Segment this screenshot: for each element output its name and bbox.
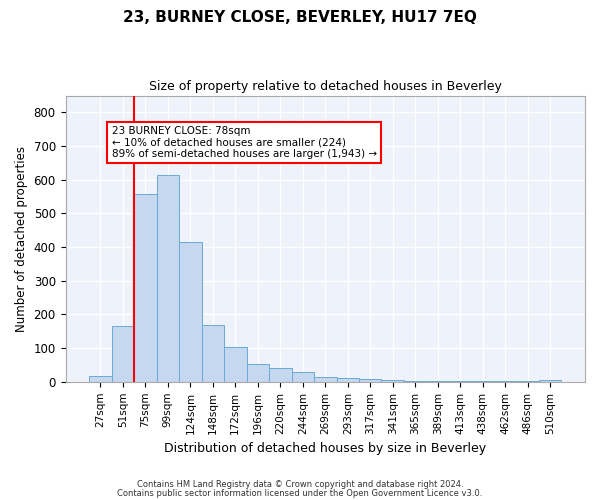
Bar — [314, 377, 337, 382]
X-axis label: Distribution of detached houses by size in Beverley: Distribution of detached houses by size … — [164, 442, 487, 455]
Bar — [157, 176, 179, 382]
Bar — [247, 364, 269, 382]
Text: 23, BURNEY CLOSE, BEVERLEY, HU17 7EQ: 23, BURNEY CLOSE, BEVERLEY, HU17 7EQ — [123, 10, 477, 25]
Bar — [539, 380, 562, 382]
Bar — [134, 194, 157, 382]
Bar — [112, 326, 134, 382]
Bar — [337, 378, 359, 382]
Bar — [202, 324, 224, 382]
Bar — [89, 376, 112, 382]
Y-axis label: Number of detached properties: Number of detached properties — [15, 146, 28, 332]
Text: Contains public sector information licensed under the Open Government Licence v3: Contains public sector information licen… — [118, 490, 482, 498]
Text: Contains HM Land Registry data © Crown copyright and database right 2024.: Contains HM Land Registry data © Crown c… — [137, 480, 463, 489]
Bar — [427, 381, 449, 382]
Bar — [292, 372, 314, 382]
Bar — [179, 242, 202, 382]
Text: 23 BURNEY CLOSE: 78sqm
← 10% of detached houses are smaller (224)
89% of semi-de: 23 BURNEY CLOSE: 78sqm ← 10% of detached… — [112, 126, 377, 159]
Bar — [224, 348, 247, 382]
Bar — [382, 380, 404, 382]
Title: Size of property relative to detached houses in Beverley: Size of property relative to detached ho… — [149, 80, 502, 93]
Bar — [404, 381, 427, 382]
Bar — [269, 368, 292, 382]
Bar — [449, 381, 472, 382]
Bar — [359, 380, 382, 382]
